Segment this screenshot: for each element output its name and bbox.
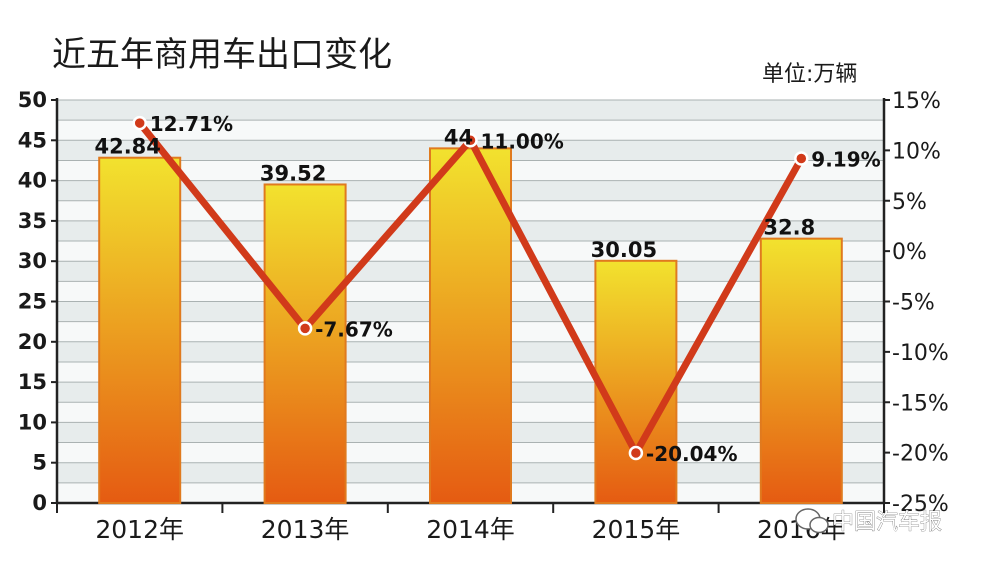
- y-right-tick-label: -15%: [892, 391, 949, 416]
- y-left-tick-label: 40: [18, 169, 47, 193]
- y-right-tick-label: -10%: [892, 341, 949, 366]
- growth-point: [628, 445, 644, 461]
- y-right-tick-label: -5%: [892, 291, 935, 316]
- growth-line: [132, 115, 809, 461]
- growth-point: [297, 321, 313, 336]
- y-left-tick-label: 45: [18, 128, 47, 152]
- unit-label: 单位:万辆: [762, 62, 857, 87]
- y-left-tick-label: 35: [18, 209, 47, 233]
- bar-value-label: 44: [444, 125, 473, 149]
- y-left-tick-label: 30: [18, 249, 47, 273]
- y-left-tick-label: 15: [18, 370, 47, 394]
- wechat-icon: [795, 508, 829, 534]
- watermark: 中国汽车报: [795, 508, 942, 535]
- growth-point: [463, 133, 478, 148]
- growth-value-label: -7.67%: [315, 317, 393, 341]
- y-left-tick-label: 5: [32, 451, 47, 475]
- bar: [263, 183, 347, 504]
- data-labels: 42.84 39.52 44 30.05 32.8 12.71% -7.67% 11.00% -…: [94, 112, 880, 466]
- growth-point: [132, 115, 147, 131]
- bars: [98, 147, 843, 505]
- bar: [759, 237, 843, 505]
- bar-value-label: 30.05: [591, 238, 657, 262]
- x-tick-label: 2014年: [426, 515, 515, 544]
- y-left-tick-label: 0: [32, 491, 47, 515]
- y-left-tick-label: 10: [18, 410, 47, 434]
- y-left-tick-label: 50: [18, 88, 47, 112]
- growth-value-label: 9.19%: [811, 148, 880, 172]
- bar: [594, 259, 678, 504]
- bar-value-label: 42.84: [94, 135, 160, 159]
- y-right-tick-label: 15%: [892, 89, 941, 114]
- axes: 0 5 10 15 20 25 30 35 40 45 50 15% 10% 5% 0% -5% -10% -15…: [18, 88, 949, 544]
- growth-value-label: 11.00%: [481, 129, 564, 153]
- x-tick-label: 2013年: [261, 515, 350, 544]
- grid-band: [57, 120, 884, 141]
- x-tick-label: 2015年: [592, 515, 681, 544]
- growth-point: [794, 151, 809, 166]
- y-right-tick-label: 10%: [892, 139, 941, 164]
- y-left-tick-label: 25: [18, 290, 47, 314]
- grid-band: [57, 100, 884, 121]
- bar: [429, 147, 512, 505]
- bar-value-label: 32.8: [763, 216, 815, 240]
- bar-value-label: 39.52: [260, 161, 326, 185]
- chart-title: 近五年商用车出口变化: [52, 35, 392, 75]
- watermark-text: 中国汽车报: [832, 510, 942, 535]
- y-left-tick-label: 20: [18, 330, 47, 354]
- growth-value-label: 12.71%: [150, 112, 233, 136]
- y-right-tick-label: 0%: [892, 240, 927, 265]
- x-tick-label: 2012年: [95, 515, 184, 544]
- y-right-tick-label: -20%: [892, 442, 949, 467]
- y-right-tick-label: -25%: [892, 492, 949, 517]
- bar: [98, 156, 182, 504]
- growth-value-label: -20.04%: [646, 442, 738, 466]
- y-right-tick-label: 5%: [892, 190, 927, 215]
